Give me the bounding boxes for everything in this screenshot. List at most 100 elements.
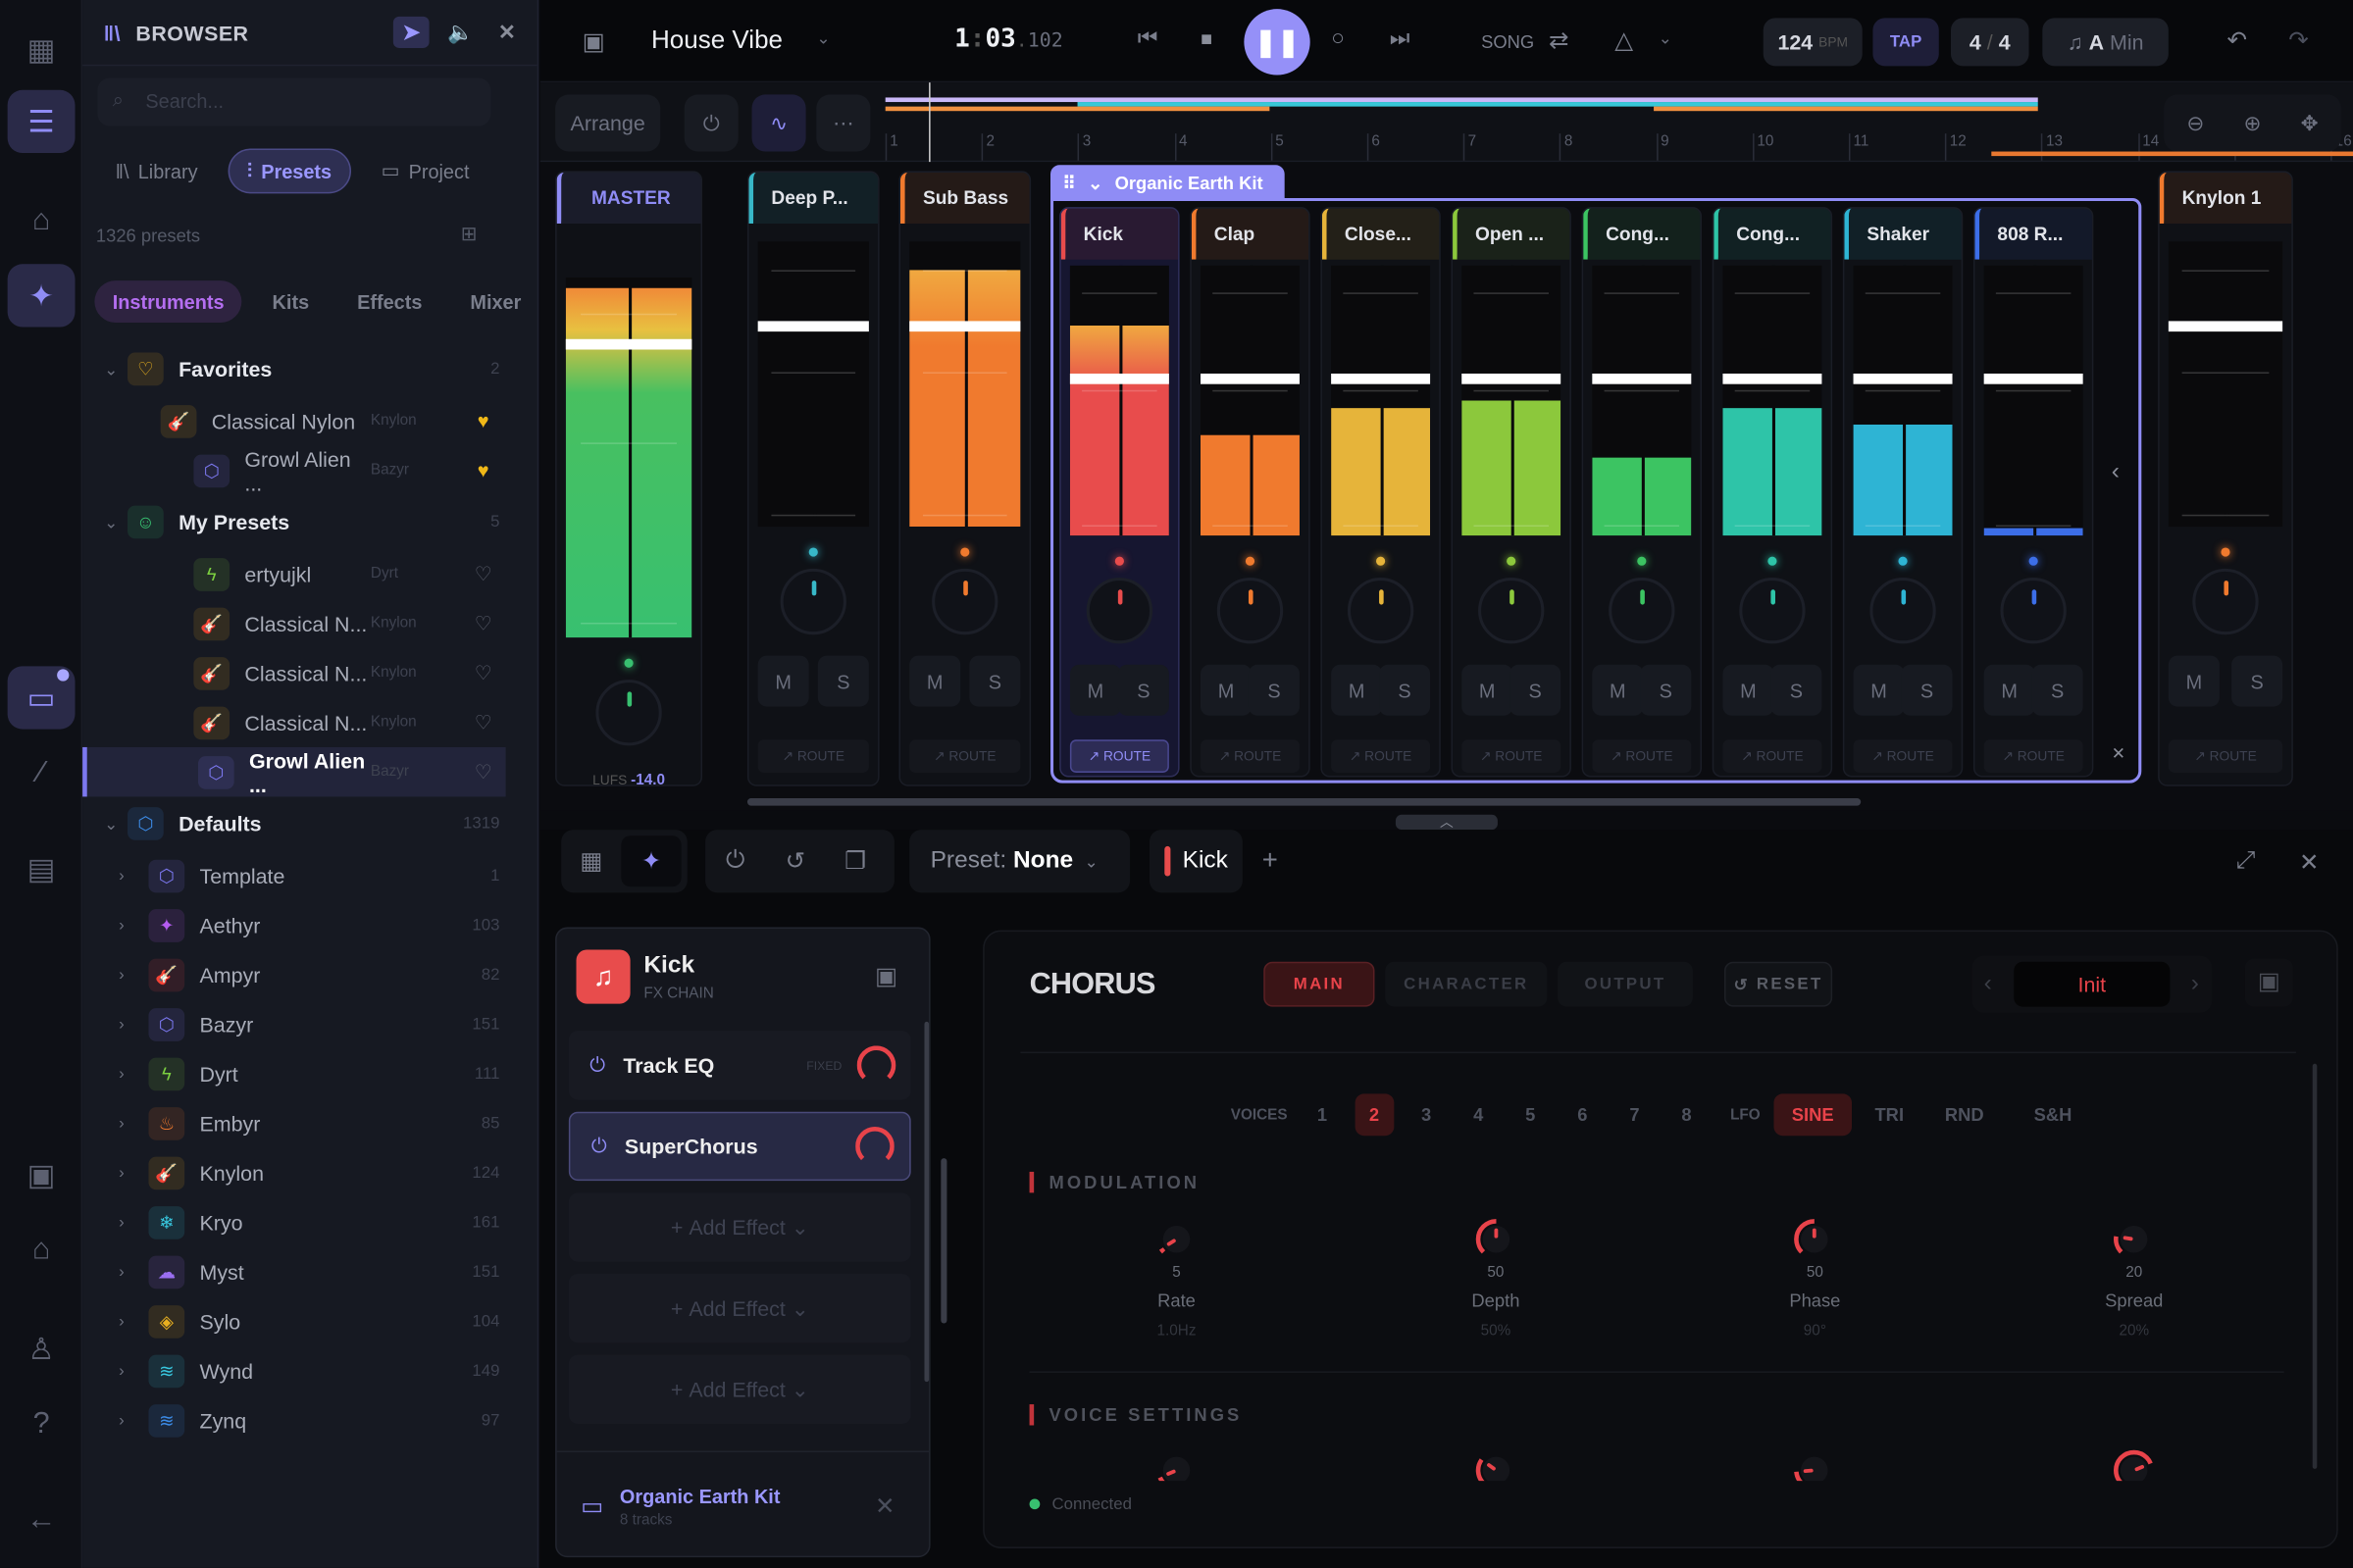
channel-strip[interactable]: Clap M S ↗ ROUTE xyxy=(1190,207,1310,778)
tree-item[interactable]: ⬡ Growl Alien ... Bazyr ♥ xyxy=(82,445,505,494)
voice-knob[interactable] xyxy=(2074,1447,2194,1482)
lfo-option[interactable]: SINE xyxy=(1773,1093,1853,1137)
chevron-right-icon[interactable]: › xyxy=(119,916,125,935)
move-icon[interactable]: ✥ xyxy=(2300,110,2319,134)
voice-option[interactable]: 4 xyxy=(1473,1104,1484,1126)
group-tab[interactable]: ⠿ ⌄ Organic Earth Kit xyxy=(1050,165,1285,202)
search-input[interactable]: Search... xyxy=(97,77,491,126)
document-icon[interactable]: ▤ xyxy=(26,852,56,886)
voice-knob[interactable] xyxy=(1436,1447,1556,1482)
tree-item[interactable]: › ◈ Sylo 104 xyxy=(82,1296,505,1345)
channel-name[interactable]: Cong... xyxy=(1583,208,1701,260)
solo-button[interactable]: S xyxy=(2231,655,2283,707)
pan-knob[interactable] xyxy=(1478,578,1545,644)
channel-strip[interactable]: Knylon 1 M S ↗ ROUTE xyxy=(2158,171,2293,786)
volume-fader[interactable] xyxy=(909,321,1021,332)
channel-name[interactable]: Knylon 1 xyxy=(2159,172,2292,224)
timeline-ruler[interactable]: 1 2 3 4 5 6 7 8 9 10 11 12 13 14 16 xyxy=(885,82,2353,163)
metronome-icon[interactable]: △ xyxy=(1614,28,1634,55)
channel-strip[interactable]: MASTER LUFS -14.0 xyxy=(555,171,703,789)
power-icon[interactable]: ⏻ xyxy=(726,847,745,874)
mute-button[interactable]: M xyxy=(757,655,809,707)
knob-dial[interactable] xyxy=(1154,1447,1200,1482)
tree-item[interactable]: › 🎸 Knylon 124 xyxy=(82,1147,505,1196)
sparkle-icon[interactable]: ✦ xyxy=(621,835,682,887)
tree-item[interactable]: ϟ ertyujkl Dyrt ♡ xyxy=(82,549,505,598)
chevron-right-icon[interactable]: › xyxy=(119,1262,125,1281)
group-name[interactable]: Organic Earth Kit xyxy=(619,1485,781,1508)
voice-option[interactable]: 3 xyxy=(1420,1104,1432,1126)
volume-fader[interactable] xyxy=(1592,373,1692,384)
tab-output[interactable]: OUTPUT xyxy=(1558,961,1693,1007)
add-effect-button[interactable]: + Add Effect ⌄ xyxy=(568,1192,911,1262)
voice-option[interactable]: 2 xyxy=(1355,1093,1394,1137)
undo-icon[interactable]: ↶ xyxy=(2226,28,2248,55)
chevron-right-icon[interactable]: › xyxy=(119,1015,125,1034)
volume-fader[interactable] xyxy=(1461,373,1561,384)
channel-name[interactable]: MASTER xyxy=(556,172,701,224)
solo-button[interactable]: S xyxy=(1509,664,1561,716)
lfo-option[interactable]: TRI xyxy=(1874,1104,1905,1126)
close-icon[interactable]: ✕ xyxy=(497,19,517,44)
track-chip[interactable]: Kick xyxy=(1149,830,1243,893)
chevron-down-icon[interactable]: ⌄ xyxy=(1658,29,1672,48)
channel-name[interactable]: Cong... xyxy=(1714,208,1831,260)
tree-item[interactable]: ⬡ Growl Alien ... Bazyr ♡ xyxy=(82,746,506,797)
pan-knob[interactable] xyxy=(595,680,662,746)
expand-icon[interactable]: ⤢ xyxy=(2235,847,2256,874)
store-icon[interactable]: ⌂ xyxy=(31,1232,51,1266)
chevron-right-icon[interactable]: › xyxy=(119,866,125,885)
folder-icon[interactable]: ▭ xyxy=(7,666,76,730)
chevron-right-icon[interactable]: › xyxy=(119,1410,125,1430)
pan-knob[interactable] xyxy=(2192,568,2259,635)
loop-icon[interactable]: ⇄ xyxy=(1548,28,1569,55)
help-icon[interactable]: ? xyxy=(32,1406,50,1441)
pan-knob[interactable] xyxy=(2000,578,2067,644)
mute-button[interactable]: M xyxy=(1592,664,1644,716)
tree-item[interactable]: 🎸 Classical N... Knylon ♡ xyxy=(82,697,505,746)
mute-button[interactable]: M xyxy=(2168,655,2220,707)
heart-icon[interactable]: ♡ xyxy=(474,611,492,634)
knob-dial[interactable] xyxy=(2112,1447,2157,1482)
heart-icon[interactable]: ♡ xyxy=(474,759,492,783)
clip-lane[interactable] xyxy=(885,97,2038,103)
chevron-right-icon[interactable]: › xyxy=(119,1064,125,1083)
channel-name[interactable]: Deep P... xyxy=(748,172,879,224)
add-effect-button[interactable]: + Add Effect ⌄ xyxy=(568,1354,911,1424)
record-icon[interactable]: ○ xyxy=(1331,25,1345,52)
tree-item[interactable]: › ⬡ Bazyr 151 xyxy=(82,999,505,1048)
solo-button[interactable]: S xyxy=(817,655,869,707)
tree-item[interactable]: › ❄ Kryo 161 xyxy=(82,1197,505,1246)
tree-item[interactable]: › ≋ Wynd 149 xyxy=(82,1345,505,1394)
route-button[interactable]: ↗ ROUTE xyxy=(909,739,1021,773)
solo-button[interactable]: S xyxy=(1640,664,1692,716)
chevron-right-icon[interactable]: › xyxy=(119,1213,125,1232)
volume-fader[interactable] xyxy=(1853,373,1953,384)
knob-depth[interactable]: 50 Depth 50% xyxy=(1436,1217,1556,1340)
route-button[interactable]: ↗ ROUTE xyxy=(757,739,869,773)
mixer-scrollbar[interactable] xyxy=(746,797,1862,806)
category-instruments[interactable]: Instruments xyxy=(94,280,242,323)
channel-name[interactable]: 808 R... xyxy=(1974,208,2092,260)
project-name[interactable]: House Vibe xyxy=(651,25,784,55)
voice-option[interactable]: 8 xyxy=(1681,1104,1692,1126)
voice-knob[interactable] xyxy=(1116,1447,1236,1482)
tree-group[interactable]: ⌄ ⬡ Defaults 1319 xyxy=(82,796,505,850)
song-mode-label[interactable]: SONG xyxy=(1481,31,1535,53)
channel-strip[interactable]: Cong... M S ↗ ROUTE xyxy=(1712,207,1833,778)
chevron-down-icon[interactable]: ⌄ xyxy=(816,29,831,48)
mute-button[interactable]: M xyxy=(1983,664,2035,716)
waveform-button[interactable]: ∿ xyxy=(751,94,806,152)
arrange-button[interactable]: Arrange xyxy=(555,94,661,152)
skip-back-icon[interactable]: ⏮ xyxy=(1137,25,1158,52)
route-button[interactable]: ↗ ROUTE xyxy=(1722,739,1822,773)
route-button[interactable]: ↗ ROUTE xyxy=(1331,739,1431,773)
knob-dial[interactable] xyxy=(1473,1447,1518,1482)
channel-strip[interactable]: Open ... M S ↗ ROUTE xyxy=(1451,207,1571,778)
channel-name[interactable]: Sub Bass xyxy=(900,172,1030,224)
plugin-scrollbar[interactable] xyxy=(2312,1063,2318,1469)
close-icon[interactable]: ✕ xyxy=(2298,850,2320,877)
mute-button[interactable]: M xyxy=(909,655,961,707)
voice-option[interactable]: 7 xyxy=(1629,1104,1640,1126)
zoom-in-icon[interactable]: ⊕ xyxy=(2243,110,2262,134)
